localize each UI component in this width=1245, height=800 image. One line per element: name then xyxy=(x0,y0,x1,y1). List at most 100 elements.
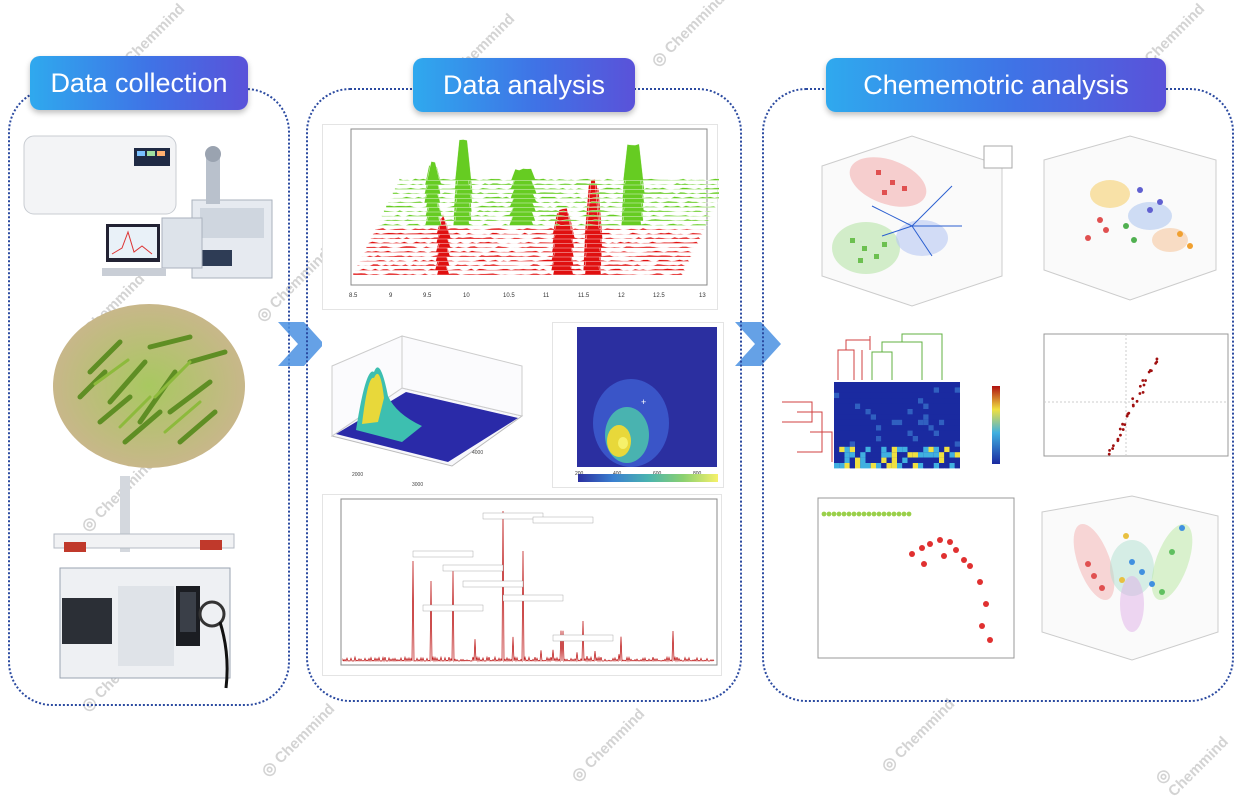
heatmap-cell xyxy=(839,452,844,457)
score-point-green xyxy=(847,512,852,517)
heatmap-cell xyxy=(897,458,902,463)
score-point-green xyxy=(832,512,837,517)
svg-text:12: 12 xyxy=(618,293,625,299)
heatmap-cell xyxy=(929,409,934,414)
heatmap-cell xyxy=(913,393,918,398)
score-point-red xyxy=(937,537,943,543)
heatmap-cell xyxy=(908,414,913,419)
heatmap-cell xyxy=(950,431,955,436)
heatmap-cell xyxy=(834,431,839,436)
heatmap-cell xyxy=(866,441,871,446)
heatmap-cell xyxy=(860,404,865,409)
heatmap-cell xyxy=(834,414,839,419)
heatmap-cell xyxy=(850,387,855,392)
heatmap-cell xyxy=(902,393,907,398)
heatmap-cell xyxy=(876,387,881,392)
heatmap-cell xyxy=(871,398,876,403)
heatmap-cell xyxy=(866,404,871,409)
heatmap-cell xyxy=(871,441,876,446)
heatmap-cell xyxy=(834,447,839,452)
score-point-green xyxy=(852,512,857,517)
svg-text:+: + xyxy=(641,397,646,407)
heatmap-cell xyxy=(866,414,871,419)
heatmap-cell xyxy=(850,409,855,414)
heatmap-cell xyxy=(939,414,944,419)
heatmap-cell xyxy=(913,458,918,463)
loading-point xyxy=(1143,384,1146,387)
loading-point xyxy=(1112,444,1115,447)
heatmap-cell xyxy=(908,404,913,409)
heatmap-cell xyxy=(902,441,907,446)
heatmap-cell xyxy=(913,414,918,419)
heatmap-cell xyxy=(918,398,923,403)
heatmap-cell xyxy=(876,409,881,414)
heatmap-cell xyxy=(839,425,844,430)
heatmap-cell xyxy=(855,458,860,463)
heatmap-cell xyxy=(839,404,844,409)
heatmap-cell xyxy=(908,420,913,425)
score-point-red xyxy=(987,637,993,643)
heatmap-cell xyxy=(897,452,902,457)
heatmap-cell xyxy=(845,409,850,414)
heatmap-cell xyxy=(950,404,955,409)
heatmap-cell xyxy=(876,436,881,441)
heatmap-cell xyxy=(929,436,934,441)
heatmap-cell xyxy=(839,458,844,463)
heatmap-cell xyxy=(944,431,949,436)
heatmap-cell xyxy=(866,425,871,430)
heatmap-cell xyxy=(845,441,850,446)
heatmap-cell xyxy=(923,393,928,398)
heatmap-cell xyxy=(913,436,918,441)
heatmap-cell xyxy=(845,404,850,409)
heatmap-cell xyxy=(850,398,855,403)
score-point-green xyxy=(897,512,902,517)
heatmap-cell xyxy=(881,441,886,446)
heatmap-cell xyxy=(955,409,960,414)
heatmap-cell xyxy=(902,414,907,419)
watermark: Chemmind xyxy=(257,699,339,781)
heatmap-cell xyxy=(918,463,923,468)
heatmap-cell xyxy=(950,409,955,414)
peak-label-box xyxy=(503,595,563,601)
heatmap-cell xyxy=(845,382,850,387)
heatmap-cell xyxy=(834,441,839,446)
heatmap-cell xyxy=(881,382,886,387)
score-point-green xyxy=(842,512,847,517)
heatmap-cell xyxy=(897,414,902,419)
annotated-chromatogram-figure xyxy=(322,494,722,676)
heatmap-cell xyxy=(855,409,860,414)
heatmap-cell xyxy=(887,452,892,457)
heatmap-cell xyxy=(887,409,892,414)
heatmap-cell xyxy=(913,387,918,392)
heatmap-cell xyxy=(902,425,907,430)
heatmap-cell xyxy=(876,441,881,446)
score-point-green xyxy=(827,512,832,517)
heatmap-cell xyxy=(939,425,944,430)
heatmap-cell xyxy=(902,431,907,436)
score-point-red xyxy=(919,545,925,551)
heatmap-cell xyxy=(929,447,934,452)
heatmap-cell xyxy=(918,452,923,457)
waterfall-chromatogram-figure: 8.5 9 9.5 10 10.5 11 11.5 12 12.5 13 xyxy=(322,124,718,310)
score-point-green xyxy=(872,512,877,517)
heatmap-cell xyxy=(850,447,855,452)
heatmap-cell xyxy=(944,420,949,425)
heatmap-cell xyxy=(876,382,881,387)
heatmap-cell xyxy=(839,436,844,441)
score-point-green xyxy=(862,512,867,517)
heatmap-cell xyxy=(923,420,928,425)
heatmap-cell xyxy=(892,425,897,430)
heatmap-cell xyxy=(866,420,871,425)
heatmap-cell xyxy=(923,441,928,446)
heatmap-cell xyxy=(860,382,865,387)
heatmap-cell xyxy=(955,436,960,441)
loading-point xyxy=(1136,400,1139,403)
heatmap-cell xyxy=(871,452,876,457)
heatmap-colorbar xyxy=(578,474,718,482)
heatmap-cell xyxy=(913,404,918,409)
heatmap-cell xyxy=(892,441,897,446)
heatmap-cell xyxy=(923,404,928,409)
heatmap-cell xyxy=(950,382,955,387)
heatmap-cell xyxy=(860,431,865,436)
loading-point xyxy=(1119,428,1122,431)
